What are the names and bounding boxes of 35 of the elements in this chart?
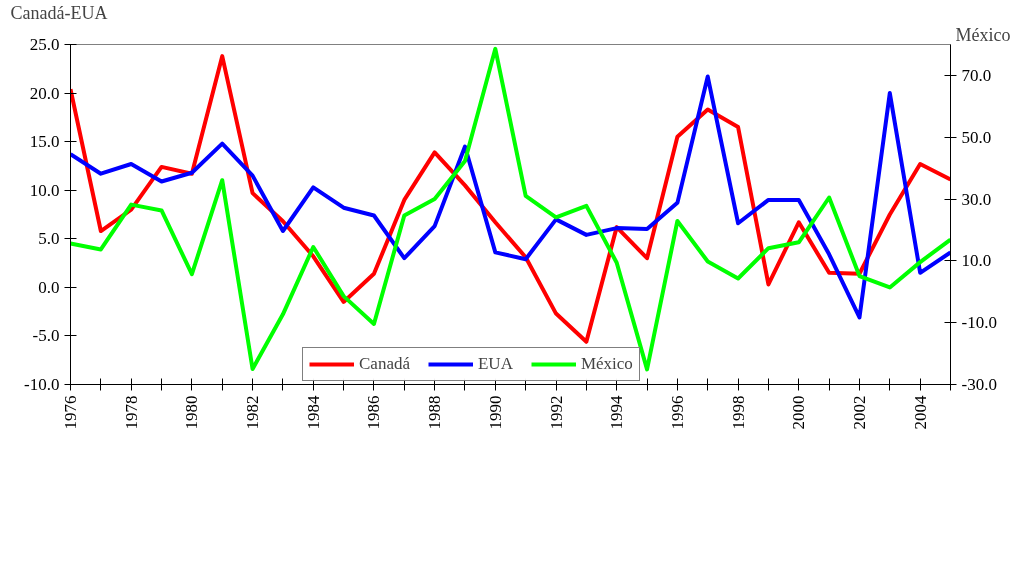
y-axis-title: Canadá-EUA: [10, 2, 108, 23]
x-tick-label: 1982: [243, 395, 263, 430]
y-tick-label: 0.0: [38, 277, 60, 297]
y-tick-label: -5.0: [32, 326, 60, 346]
x-tick-label: 2000: [789, 395, 809, 430]
y2-tick-label: 10.0: [961, 251, 992, 271]
legend-label: EUA: [477, 354, 513, 374]
y2-tick-label: -30.0: [961, 375, 997, 394]
y-tick-label: -10.0: [24, 375, 60, 394]
y2-axis-title: México: [955, 24, 1011, 45]
x-tick-label: 1992: [546, 395, 566, 430]
y-tick-label: 10.0: [29, 180, 60, 200]
y2-tick-label: 30.0: [961, 189, 992, 209]
x-tick-label: 1986: [364, 395, 384, 430]
x-tick-label: 2002: [849, 395, 869, 430]
x-tick-label: 1978: [121, 395, 141, 430]
y-tick-label: 20.0: [29, 83, 60, 103]
x-tick-label: 1994: [607, 395, 627, 430]
y2-tick-label: -10.0: [961, 313, 997, 333]
y-tick-label: 5.0: [38, 229, 60, 249]
legend-label: Canadá: [359, 354, 410, 374]
x-tick-label: 1996: [667, 395, 687, 430]
x-tick-label: 1990: [485, 395, 505, 430]
legend-label: México: [580, 354, 633, 374]
x-tick-label: 1976: [61, 395, 80, 430]
x-tick-label: 2004: [910, 395, 930, 430]
y-tick-label: 15.0: [29, 132, 60, 152]
y2-tick-label: 70.0: [961, 65, 992, 85]
y-tick-label: 25.0: [29, 35, 60, 54]
x-tick-label: 1998: [728, 395, 748, 430]
y2-tick-label: 50.0: [961, 127, 992, 147]
x-tick-label: 1984: [303, 395, 323, 430]
x-tick-label: 1988: [425, 395, 445, 430]
line-series: [70, 74, 951, 320]
x-tick-label: 1980: [182, 395, 202, 430]
